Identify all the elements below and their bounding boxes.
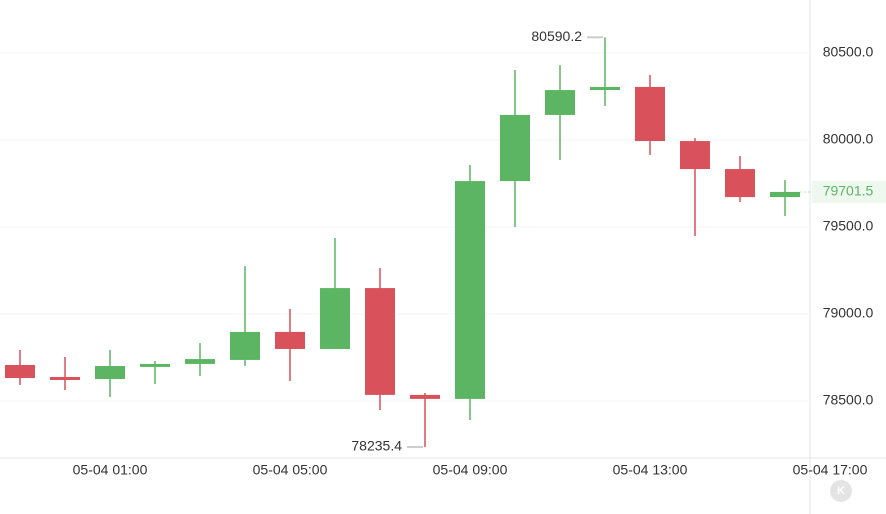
candle-body bbox=[770, 191, 800, 198]
y-tick-label: 79000.0 bbox=[823, 305, 874, 321]
candle-body bbox=[410, 394, 440, 399]
candle-body bbox=[680, 141, 710, 170]
candle-body bbox=[5, 364, 35, 379]
logo: K bbox=[837, 485, 845, 497]
x-tick-label: 05-04 09:00 bbox=[433, 462, 508, 478]
candle-body bbox=[185, 359, 215, 364]
x-tick-label: 05-04 17:00 bbox=[793, 462, 868, 478]
candle-body bbox=[50, 376, 80, 380]
last-price-label: 79701.5 bbox=[823, 183, 874, 199]
last-price-box bbox=[812, 180, 886, 203]
candle-body bbox=[365, 288, 395, 395]
y-tick-label: 78500.0 bbox=[823, 392, 874, 408]
candle-body bbox=[140, 363, 170, 367]
x-tick-label: 05-04 05:00 bbox=[253, 462, 328, 478]
candle-body bbox=[275, 331, 305, 349]
high-label: 80590.2 bbox=[531, 28, 582, 44]
candle-body bbox=[635, 86, 665, 142]
candle-body bbox=[500, 114, 530, 182]
candle-body bbox=[230, 331, 260, 360]
y-tick-label: 80500.0 bbox=[823, 44, 874, 60]
candle-body bbox=[320, 288, 350, 349]
candle-body bbox=[455, 181, 485, 399]
candle-body bbox=[545, 90, 575, 115]
x-tick-label: 05-04 01:00 bbox=[73, 462, 148, 478]
logo-badge bbox=[830, 480, 852, 502]
y-tick-label: 79500.0 bbox=[823, 218, 874, 234]
candle-body bbox=[590, 86, 620, 91]
candle-body bbox=[725, 169, 755, 198]
y-tick-label: 80000.0 bbox=[823, 131, 874, 147]
low-label: 78235.4 bbox=[351, 438, 402, 454]
candle-body bbox=[95, 366, 125, 380]
x-tick-label: 05-04 13:00 bbox=[613, 462, 688, 478]
